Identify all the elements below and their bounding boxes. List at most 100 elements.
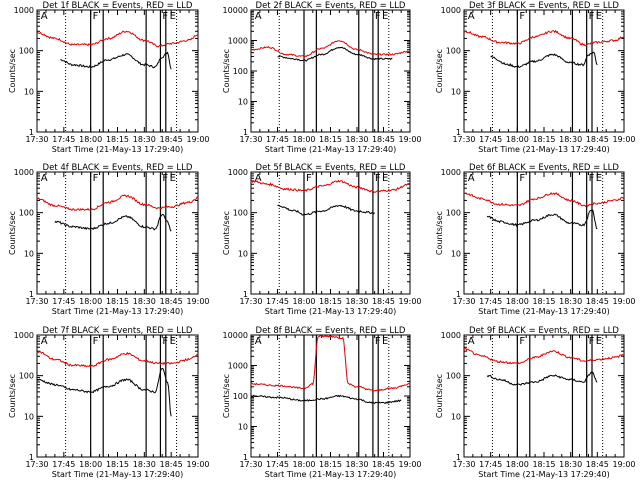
flag-label: A [255,173,262,184]
lld-series-line [463,29,625,47]
y-tick-label: 1000 [228,362,248,371]
panel-title: Det 7f BLACK = Events, RED = LLD [43,326,193,336]
x-axis-label: Start Time (21-May-13 17:29:40) [265,470,396,479]
events-series-line [60,51,172,70]
flag-label: F [162,173,168,184]
panel-det5: Det 5f BLACK = Events, RED = LLD 1 10 100 10… [222,163,422,316]
flag-label: E [170,173,176,184]
x-tick-label: 18:00 [506,460,529,469]
flag-label: A [41,336,48,347]
y-axis-label: Counts/sec [8,49,17,93]
lld-series-line [463,192,625,208]
flag-label: F [162,336,168,347]
lld-series-line [250,179,411,194]
events-series-line [490,51,598,68]
panel-det8: Det 8f BLACK = Events, RED = LLD 1 10 100 10… [222,326,422,479]
events-series-line [251,394,402,405]
y-tick-label: 1 [243,128,248,137]
y-tick-label: 1 [29,128,34,137]
x-tick-label: 17:30 [452,460,475,469]
events-series-line [277,204,376,216]
panel-title: Det 6f BLACK = Events, RED = LLD [469,163,619,173]
x-axis-label: Start Time (21-May-13 17:29:40) [52,145,183,154]
panel-det6: Det 6f BLACK = Events, RED = LLD 1 10 100 10… [435,163,636,316]
x-tick-label: 18:30 [133,135,156,144]
panel-det1: Det 1f BLACK = Events, RED = LLD 1 10 100 10… [8,1,210,154]
events-series-line [486,371,598,386]
x-axis-label: Start Time (21-May-13 17:29:40) [52,307,183,316]
x-tick-label: 18:30 [559,297,582,306]
y-tick-label: 100 [233,392,248,401]
x-tick-label: 19:00 [186,135,209,144]
x-tick-label: 18:45 [586,460,609,469]
y-tick-label: 10 [24,87,34,96]
flag-label: E [170,336,176,347]
x-axis-label: Start Time (21-May-13 17:29:40) [478,470,609,479]
lld-series-line [36,194,199,212]
y-tick-label: 10 [238,249,248,258]
y-axis-label: Counts/sec [222,374,231,418]
flag-label: E [596,173,602,184]
events-series-line [277,46,393,62]
x-tick-label: 18:00 [292,460,315,469]
y-tick-label: 10 [24,249,34,258]
flag-label: E [382,11,388,22]
y-tick-label: 1000 [228,37,248,46]
x-tick-label: 17:30 [25,460,48,469]
x-tick-label: 18:45 [160,460,183,469]
y-axis-label: Counts/sec [222,211,231,255]
x-tick-label: 18:00 [506,297,529,306]
flag-label: F [589,173,595,184]
x-tick-label: 18:45 [160,297,183,306]
x-tick-label: 18:45 [160,135,183,144]
flag-label: A [41,11,48,22]
x-tick-label: 17:30 [25,297,48,306]
x-tick-label: 18:30 [559,135,582,144]
flag-label: F [93,336,99,347]
flag-label: E [596,336,602,347]
flag-label: E [382,173,388,184]
flag-label: F [519,336,525,347]
x-axis-label: Start Time (21-May-13 17:29:40) [478,145,609,154]
x-tick-label: 18:15 [319,460,342,469]
flag-label: A [255,11,262,22]
x-tick-label: 18:15 [106,135,129,144]
flag-label: A [41,173,48,184]
y-axis-label: Counts/sec [8,374,17,418]
events-series-line [54,213,172,232]
lld-series-line [250,40,411,58]
y-tick-label: 10 [451,87,461,96]
panel-det3: Det 3f BLACK = Events, RED = LLD 1 10 100 10… [435,1,636,154]
y-tick-label: 10 [238,98,248,107]
x-tick-label: 17:45 [52,135,75,144]
x-tick-label: 17:45 [479,460,502,469]
y-axis-label: Counts/sec [222,49,231,93]
panel-title: Det 8f BLACK = Events, RED = LLD [256,326,406,336]
lld-series-line [36,30,199,48]
x-tick-label: 17:30 [25,135,48,144]
y-tick-label: 1 [456,128,461,137]
events-series-line [486,209,598,230]
x-tick-label: 18:15 [532,297,555,306]
y-tick-label: 100 [19,209,34,218]
x-tick-label: 18:30 [345,135,368,144]
panel-title: Det 3f BLACK = Events, RED = LLD [469,1,619,11]
x-tick-label: 17:45 [52,297,75,306]
flag-label: F [589,11,595,22]
x-tick-label: 18:00 [292,297,315,306]
panel-title: Det 9f BLACK = Events, RED = LLD [469,326,619,336]
x-tick-label: 17:30 [239,297,262,306]
events-series-line [36,367,172,417]
flag-label: F [375,173,381,184]
x-tick-label: 18:30 [559,460,582,469]
y-tick-label: 1000 [441,168,461,177]
x-tick-label: 18:15 [106,297,129,306]
y-tick-label: 100 [446,372,461,381]
y-tick-label: 1000 [14,6,34,15]
y-tick-label: 1 [29,453,34,462]
lld-series-line [250,335,410,392]
x-axis-label: Start Time (21-May-13 17:29:40) [265,145,396,154]
flag-label: F [375,11,381,22]
x-tick-label: 17:45 [52,460,75,469]
panel-title: Det 1f BLACK = Events, RED = LLD [43,1,193,11]
